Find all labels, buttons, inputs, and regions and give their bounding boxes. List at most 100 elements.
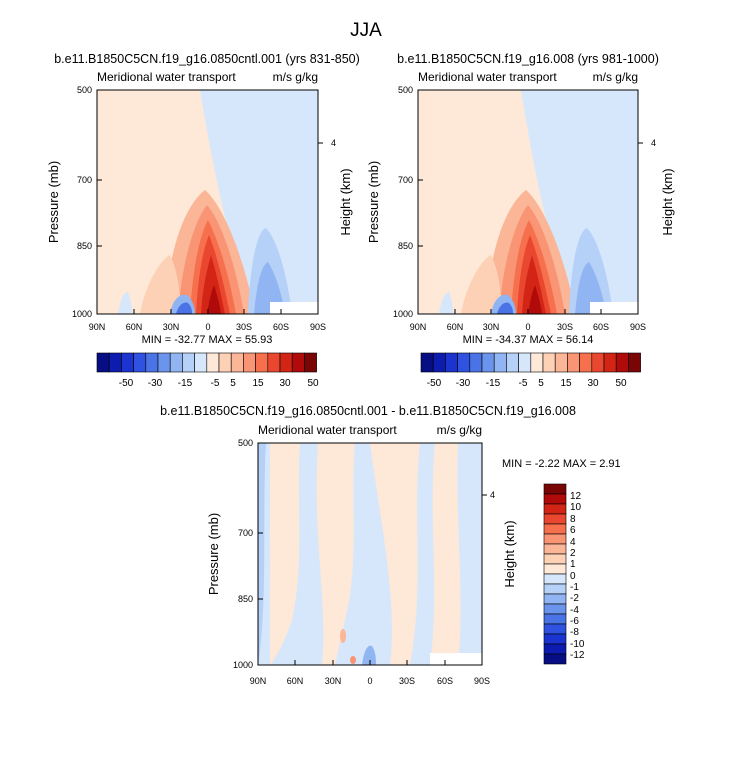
panel-1-colorbar-label: -30 — [148, 378, 163, 389]
colorbar-box — [481, 352, 495, 373]
panel-2-right-label: m/s g/kg — [593, 70, 638, 84]
panel-1-neg-eddy-left — [118, 292, 132, 314]
panel-2-missing-data — [590, 302, 638, 314]
panel-1-x-tick-label: 90S — [310, 322, 326, 332]
colorbar-box — [543, 623, 567, 635]
panel-3-colorbar-label: 1 — [570, 559, 576, 570]
colorbar-box — [579, 352, 593, 373]
panel-3-right-label: m/s g/kg — [437, 423, 482, 437]
colorbar-box — [420, 352, 434, 373]
colorbar-box — [445, 352, 458, 373]
panel-3-colorbar-label: 12 — [570, 491, 582, 502]
colorbar-box — [469, 352, 483, 373]
panel-2-right-tick-label: 4 — [651, 138, 656, 148]
colorbar-box — [157, 352, 171, 373]
panel-3-x-tick-label: 60S — [437, 676, 453, 686]
colorbar-box — [279, 352, 293, 373]
panel-3: b.e11.B1850C5CN.f19_g16.0850cntl.001 - b… — [160, 404, 621, 686]
colorbar-box — [543, 493, 567, 505]
panel-1-x-tick-label: 90N — [89, 322, 106, 332]
panel-3-pos-eddy-a — [340, 629, 346, 643]
panel-1-colorbar: -50 -30 -15 -5 5 15 30 50 — [96, 352, 319, 389]
panel-3-colorbar-label: 4 — [570, 537, 576, 548]
panel-3-stats: MIN = -2.22 MAX = 2.91 — [502, 458, 621, 470]
panel-3-colorbar-label: 8 — [570, 514, 576, 525]
panel-1-colorbar-boxes — [96, 352, 317, 373]
panel-2-colorbar-label: 5 — [538, 378, 544, 389]
panel-1-colorbar-label: 50 — [307, 378, 319, 389]
panel-2-x-tick-label: 90N — [410, 322, 427, 332]
panel-1-colorbar-label: -5 — [211, 378, 220, 389]
panel-1-neg-eddy-b — [176, 302, 192, 314]
colorbar-box — [506, 352, 519, 373]
panel-2-negative-region — [521, 90, 638, 314]
panel-1-x-tick-label: 30N — [163, 322, 180, 332]
panel-2: b.e11.B1850C5CN.f19_g16.008 (yrs 981-100… — [366, 52, 675, 389]
panel-3-colorbar-label: -1 — [570, 582, 579, 593]
colorbar-box — [543, 613, 567, 625]
panel-2-neg-band-3 — [575, 262, 606, 314]
panel-3-x-tick-label: 30S — [399, 676, 415, 686]
colorbar-box — [543, 573, 567, 585]
panel-3-pos-region-c — [370, 443, 420, 665]
panel-2-colorbar-label: -5 — [519, 378, 528, 389]
main-title: JJA — [350, 20, 382, 41]
panel-2-colorbar-label: -30 — [456, 378, 471, 389]
panel-2-y-ticks: 500 700 850 1000 — [393, 85, 423, 319]
panel-3-pos-eddy-b — [350, 656, 356, 664]
panel-3-x-tick-label: 60N — [287, 676, 304, 686]
panel-1-band-left — [140, 255, 182, 314]
panel-2-band-8 — [528, 285, 542, 314]
panel-2-y-tick-label: 500 — [398, 85, 413, 95]
panel-3-colorbar-label: -2 — [570, 593, 579, 604]
colorbar-box — [493, 352, 507, 373]
panel-1-colorbar-label: -15 — [178, 378, 193, 389]
panel-2-x-ticks: 90N 60N 30N 0 30S 60S 90S — [410, 309, 646, 332]
panel-3-colorbar-label: -8 — [570, 627, 579, 638]
colorbar-box — [194, 352, 208, 373]
panel-1-ylabel-right: Height (km) — [338, 168, 353, 235]
colorbar-box — [591, 352, 605, 373]
panel-3-colorbar-boxes — [543, 483, 567, 665]
panel-1-contours — [97, 90, 318, 314]
colorbar-box — [230, 352, 244, 373]
colorbar-box — [243, 352, 256, 373]
colorbar-box — [543, 543, 567, 555]
colorbar-box — [543, 593, 567, 605]
colorbar-box — [182, 352, 195, 373]
panel-2-colorbar-label: 50 — [615, 378, 627, 389]
panel-3-ylabel-right: Height (km) — [502, 520, 517, 587]
panel-1-colorbar-label: -50 — [119, 378, 134, 389]
panel-1-right-label: m/s g/kg — [273, 70, 318, 84]
colorbar-box — [628, 352, 641, 373]
panel-1-x-tick-label: 0 — [205, 322, 210, 332]
colorbar-box — [206, 352, 220, 373]
colorbar-box — [267, 352, 281, 373]
colorbar-box — [543, 563, 567, 575]
panel-1-x-tick-label: 60N — [126, 322, 143, 332]
panel-2-contours — [418, 90, 638, 314]
panel-3-right-tick-label: 4 — [490, 490, 495, 500]
panel-3-colorbar: 12 10 8 6 4 2 1 0 -1 -2 -4 -6 -8 -10 -12 — [543, 483, 585, 665]
panel-1-y-tick-label: 1000 — [72, 309, 92, 319]
colorbar-box — [543, 533, 567, 545]
panel-2-neg-eddy-b — [497, 302, 513, 314]
panel-3-colorbar-label: 6 — [570, 525, 576, 536]
panel-1-missing-data — [270, 302, 318, 314]
panel-2-colorbar-label: 30 — [587, 378, 599, 389]
panel-3-pos-region-d — [430, 443, 461, 665]
colorbar-box — [567, 352, 580, 373]
panel-2-neg-eddy-left — [439, 292, 453, 314]
colorbar-box — [121, 352, 134, 373]
panel-2-colorbar-label: 15 — [560, 378, 572, 389]
panel-1-x-tick-label: 60S — [273, 322, 289, 332]
panel-2-x-tick-label: 30S — [557, 322, 573, 332]
panel-2-left-label: Meridional water transport — [418, 70, 557, 84]
panel-2-colorbar: -50 -30 -15 -5 5 15 30 50 — [420, 352, 641, 389]
panel-1-colorbar-label: 15 — [252, 378, 264, 389]
panel-3-colorbar-label: -10 — [570, 639, 585, 650]
colorbar-box — [543, 653, 567, 665]
panel-3-x-tick-label: 0 — [367, 676, 372, 686]
panel-1-y-tick-label: 850 — [77, 241, 92, 251]
